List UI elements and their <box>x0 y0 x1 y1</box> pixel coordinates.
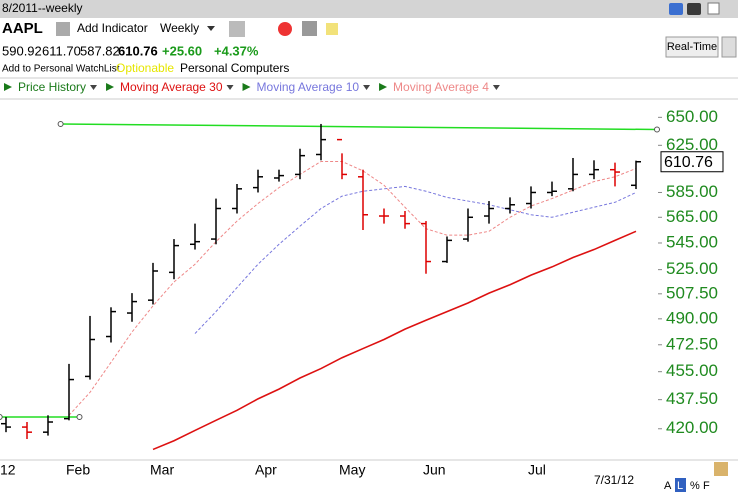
plot: 650.00 625.00 585.00 565.00 545.00 525.00 507.… <box>0 107 724 487</box>
moving-average <box>152 230 637 451</box>
footer-button[interactable]: % <box>690 480 700 492</box>
watchlist[interactable]: Add to Personal WatchList <box>2 64 120 75</box>
title-bar <box>0 0 738 18</box>
trendline-handle <box>654 126 660 133</box>
quote-value: 611.70 <box>42 43 81 58</box>
legend-dropdown <box>90 85 98 90</box>
legend-arrow <box>4 83 12 91</box>
quote-value: 587.82 <box>80 43 120 58</box>
legend-label: Price History <box>18 80 86 94</box>
window-icons <box>669 2 720 15</box>
y-tick-label: 455.00 <box>666 361 718 380</box>
edit-icon <box>714 462 728 476</box>
x-tick-label: Jun <box>423 462 446 478</box>
footer-button-bg <box>675 478 686 492</box>
y-tick-label: 507.50 <box>666 283 718 302</box>
footer-buttons: A L% F <box>664 478 710 492</box>
realtime-button[interactable] <box>665 36 719 58</box>
add-indicator[interactable]: Add Indicator <box>77 21 148 35</box>
symbol: AAPL <box>2 20 43 37</box>
trendline-handle <box>57 120 64 127</box>
quote-value: +25.60 <box>162 43 202 58</box>
indicator-icon <box>56 22 70 36</box>
legend-arrow <box>242 83 251 91</box>
window-title: 8/2011--weekly <box>2 1 82 15</box>
footer-button[interactable]: L <box>677 480 683 492</box>
realtime-arrow[interactable] <box>721 36 737 58</box>
x-tick-label: May <box>339 462 365 478</box>
y-tick-label: 545.00 <box>666 232 718 251</box>
y-tick-label: 490.00 <box>666 308 718 327</box>
legend-dropdown <box>363 85 371 90</box>
y-tick-label: 565.00 <box>666 207 718 226</box>
legend-arrow <box>379 83 388 91</box>
y-tick-label: 420.00 <box>666 418 718 437</box>
x-tick-label: Apr <box>255 462 277 478</box>
quote-value: 590.92 <box>2 43 42 58</box>
y-tick-label: 625.00 <box>666 135 718 154</box>
legend-dropdown <box>226 85 234 90</box>
period-select[interactable]: Weekly <box>160 21 199 35</box>
legend-arrow <box>106 83 115 91</box>
moving-average <box>68 160 637 416</box>
footer-button[interactable]: A <box>664 480 672 492</box>
legend-label: Moving Average 30 <box>120 80 223 94</box>
moving-average <box>194 185 637 334</box>
trendline-handle <box>76 413 83 420</box>
y-tick-label: 437.50 <box>666 389 718 408</box>
dropdown-arrow <box>207 26 215 31</box>
legend-label: Moving Average 4 <box>393 80 489 94</box>
y-tick-label: 472.50 <box>666 334 718 353</box>
x-tick-label: Feb <box>66 462 90 478</box>
x-tick-label: Mar <box>150 462 174 478</box>
realtime-label: Real-Time <box>667 41 717 53</box>
legend: Price History Moving Average 30 Moving Ave… <box>4 80 500 94</box>
toolbar-icons <box>229 21 338 37</box>
y-tick-label: 525.00 <box>666 259 718 278</box>
trendline-handle <box>0 413 3 420</box>
y-tick-label: 585.00 <box>666 182 718 201</box>
x-tick-label: 12 <box>0 462 16 478</box>
optionable: Optionable <box>116 61 174 75</box>
last-price-box <box>660 151 724 173</box>
quote-value: +4.37% <box>214 43 259 58</box>
last-price: 610.76 <box>664 154 713 171</box>
footer-button[interactable]: F <box>703 480 710 492</box>
trendline <box>60 123 658 131</box>
end-date: 7/31/12 <box>594 473 634 487</box>
industry: Personal Computers <box>180 61 289 75</box>
legend-dropdown <box>492 85 500 90</box>
x-tick-label: Jul <box>528 462 546 478</box>
y-tick-label: 650.00 <box>666 107 718 126</box>
legend-label: Moving Average 10 <box>257 80 360 94</box>
quote-value: 610.76 <box>118 43 158 58</box>
